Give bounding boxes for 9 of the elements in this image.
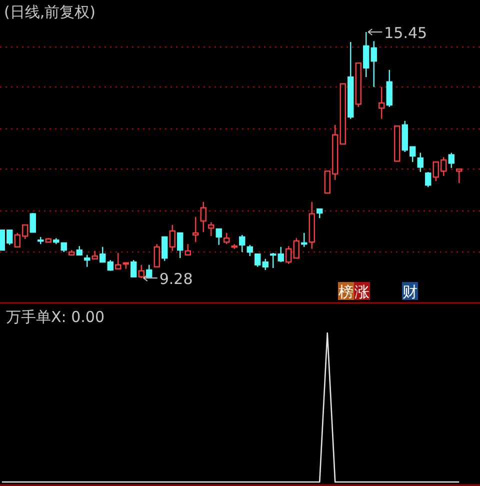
text: 涨 bbox=[354, 283, 370, 301]
candlestick bbox=[378, 86, 385, 120]
annotation: 9.28 bbox=[159, 270, 193, 288]
text: 榜 bbox=[338, 283, 354, 301]
chart-title: 万手单X: 0.00 bbox=[6, 308, 104, 326]
candlestick bbox=[363, 31, 370, 78]
text: 财 bbox=[402, 283, 418, 301]
chart-title: (日线,前复权) bbox=[4, 3, 96, 21]
annotation: 15.45 bbox=[384, 24, 428, 42]
